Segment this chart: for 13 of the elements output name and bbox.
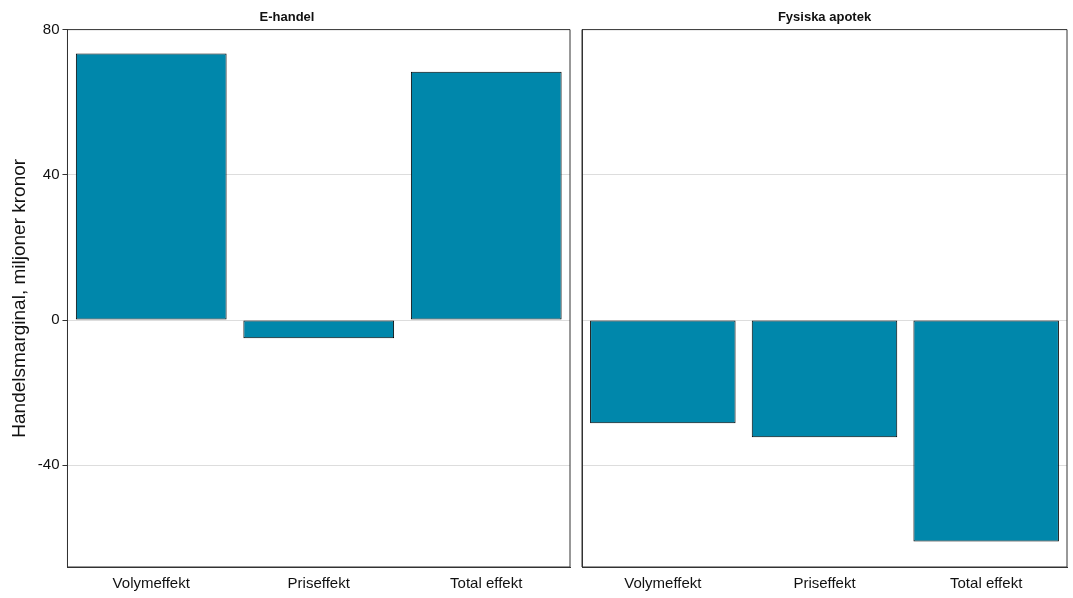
x-tick-label: Volymeffekt	[624, 574, 703, 592]
y-tick-label: 0	[51, 310, 60, 328]
y-tick-label: 40	[42, 164, 60, 182]
y-tick-label: 80	[42, 19, 60, 37]
chart-title: Fysiska apotek	[777, 9, 872, 25]
x-tick-label: Total effekt	[950, 574, 1024, 592]
x-tick-label: Total effekt	[450, 574, 524, 592]
chart-title: E-handel	[259, 9, 315, 25]
y-tick-label: -40	[37, 455, 60, 473]
x-tick-label: Volymeffekt	[112, 574, 191, 592]
y-axis-title: Handelsmarginal, miljoner kronor	[7, 158, 29, 438]
x-tick-label: Priseffekt	[793, 574, 857, 592]
x-tick-label: Priseffekt	[287, 574, 351, 592]
